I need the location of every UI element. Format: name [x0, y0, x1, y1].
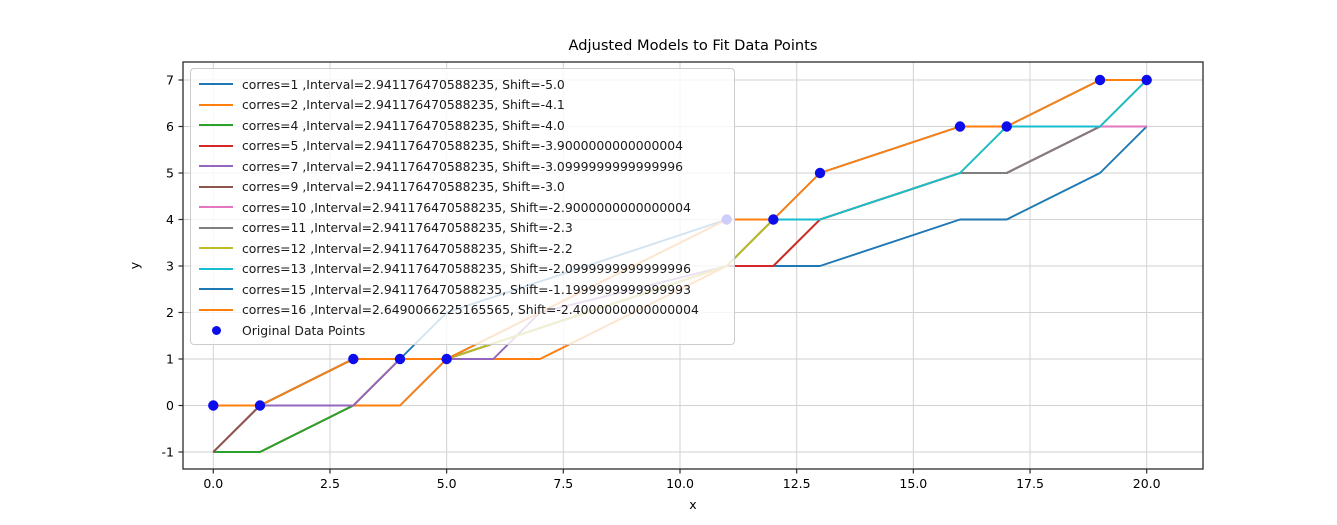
x-tick-label: 12.5	[783, 476, 811, 491]
legend-item-label: Original Data Points	[242, 322, 366, 338]
data-point	[768, 214, 779, 225]
legend-item: corres=16 ,Interval=2.6490066225165565, …	[199, 300, 726, 321]
legend-item: corres=12 ,Interval=2.941176470588235, S…	[199, 238, 726, 259]
legend-item: corres=5 ,Interval=2.941176470588235, Sh…	[199, 136, 726, 157]
x-tick-label: 5.0	[437, 476, 457, 491]
y-tick-label: 2	[166, 305, 174, 320]
line-swatch-icon	[199, 288, 233, 291]
legend-line-swatch	[199, 206, 233, 209]
legend-line-swatch	[199, 247, 233, 250]
legend-line-swatch	[199, 288, 233, 291]
data-point	[394, 353, 406, 365]
series-line-corres-16	[213, 79, 1147, 407]
legend-line-swatch	[199, 226, 233, 229]
legend-line-swatch	[199, 103, 233, 106]
legend-item: corres=11 ,Interval=2.941176470588235, S…	[199, 218, 726, 239]
y-tick-label: 6	[166, 119, 174, 134]
legend-line-swatch	[199, 308, 233, 311]
legend-line-swatch	[199, 185, 233, 188]
legend-item-label: corres=1 ,Interval=2.941176470588235, Sh…	[242, 76, 565, 92]
legend-dot-swatch	[199, 325, 233, 335]
legend-item-label: corres=7 ,Interval=2.941176470588235, Sh…	[242, 158, 684, 174]
x-tick-label: 2.5	[320, 476, 340, 491]
legend-item: Original Data Points	[199, 320, 726, 341]
y-axis-label: y	[127, 261, 143, 270]
chart-title: Adjusted Models to Fit Data Points	[568, 37, 818, 54]
legend-item: corres=15 ,Interval=2.941176470588235, S…	[199, 279, 726, 300]
data-point	[814, 167, 826, 179]
y-tick-label: 4	[166, 212, 174, 227]
data-point	[441, 353, 452, 365]
legend-item: corres=7 ,Interval=2.941176470588235, Sh…	[199, 156, 726, 177]
line-swatch-icon	[199, 124, 233, 127]
line-swatch-icon	[199, 83, 233, 86]
legend-item-label: corres=15 ,Interval=2.941176470588235, S…	[242, 281, 691, 297]
legend-item-label: corres=10 ,Interval=2.941176470588235, S…	[242, 199, 691, 215]
legend-item-label: corres=13 ,Interval=2.941176470588235, S…	[242, 261, 691, 277]
legend-item: corres=10 ,Interval=2.941176470588235, S…	[199, 197, 726, 218]
line-swatch-icon	[199, 226, 233, 229]
x-tick-label: 15.0	[899, 476, 927, 491]
data-point	[1141, 74, 1152, 86]
legend-item-label: corres=2 ,Interval=2.941176470588235, Sh…	[242, 97, 565, 113]
legend-line-swatch	[199, 165, 233, 168]
line-swatch-icon	[199, 308, 233, 311]
legend-item: corres=2 ,Interval=2.941176470588235, Sh…	[199, 95, 726, 116]
legend-line-swatch	[199, 267, 233, 270]
data-point	[254, 400, 266, 411]
legend-item: corres=13 ,Interval=2.941176470588235, S…	[199, 259, 726, 280]
data-point	[1001, 121, 1012, 132]
line-swatch-icon	[199, 185, 233, 188]
legend-item: corres=9 ,Interval=2.941176470588235, Sh…	[199, 177, 726, 198]
line-swatch-icon	[199, 267, 233, 270]
x-tick-label: 0.0	[203, 476, 223, 491]
legend-box: corres=1 ,Interval=2.941176470588235, Sh…	[190, 68, 735, 345]
x-axis-label: x	[689, 497, 697, 512]
data-point	[208, 400, 219, 411]
legend-item: corres=4 ,Interval=2.941176470588235, Sh…	[199, 115, 726, 136]
dot-swatch-icon	[211, 325, 221, 335]
legend-item-label: corres=11 ,Interval=2.941176470588235, S…	[242, 220, 573, 236]
y-tick-label: 1	[166, 351, 174, 366]
legend-item-label: corres=12 ,Interval=2.941176470588235, S…	[242, 240, 573, 256]
legend-line-swatch	[199, 124, 233, 127]
line-swatch-icon	[199, 206, 233, 209]
legend-line-swatch	[199, 144, 233, 147]
x-tick-label: 10.0	[666, 476, 694, 491]
line-swatch-icon	[199, 144, 233, 147]
x-tick-label: 20.0	[1133, 476, 1161, 491]
legend-item-label: corres=16 ,Interval=2.6490066225165565, …	[242, 302, 699, 318]
line-swatch-icon	[199, 103, 233, 106]
y-tick-label: 3	[166, 258, 174, 273]
y-tick-label: 7	[166, 72, 174, 87]
y-tick-label: -1	[162, 444, 174, 459]
x-tick-label: 7.5	[553, 476, 573, 491]
data-point	[348, 353, 359, 365]
data-point	[1094, 74, 1106, 86]
y-tick-label: 5	[166, 165, 174, 180]
line-swatch-icon	[199, 165, 233, 168]
legend-item-label: corres=5 ,Interval=2.941176470588235, Sh…	[242, 138, 684, 154]
x-tick-label: 17.5	[1016, 476, 1044, 491]
legend-line-swatch	[199, 83, 233, 86]
line-swatch-icon	[199, 247, 233, 250]
data-point	[954, 121, 966, 132]
legend-item-label: corres=4 ,Interval=2.941176470588235, Sh…	[242, 117, 565, 133]
y-tick-label: 0	[166, 398, 174, 413]
legend-item: corres=1 ,Interval=2.941176470588235, Sh…	[199, 74, 726, 95]
legend-item-label: corres=9 ,Interval=2.941176470588235, Sh…	[242, 179, 565, 195]
